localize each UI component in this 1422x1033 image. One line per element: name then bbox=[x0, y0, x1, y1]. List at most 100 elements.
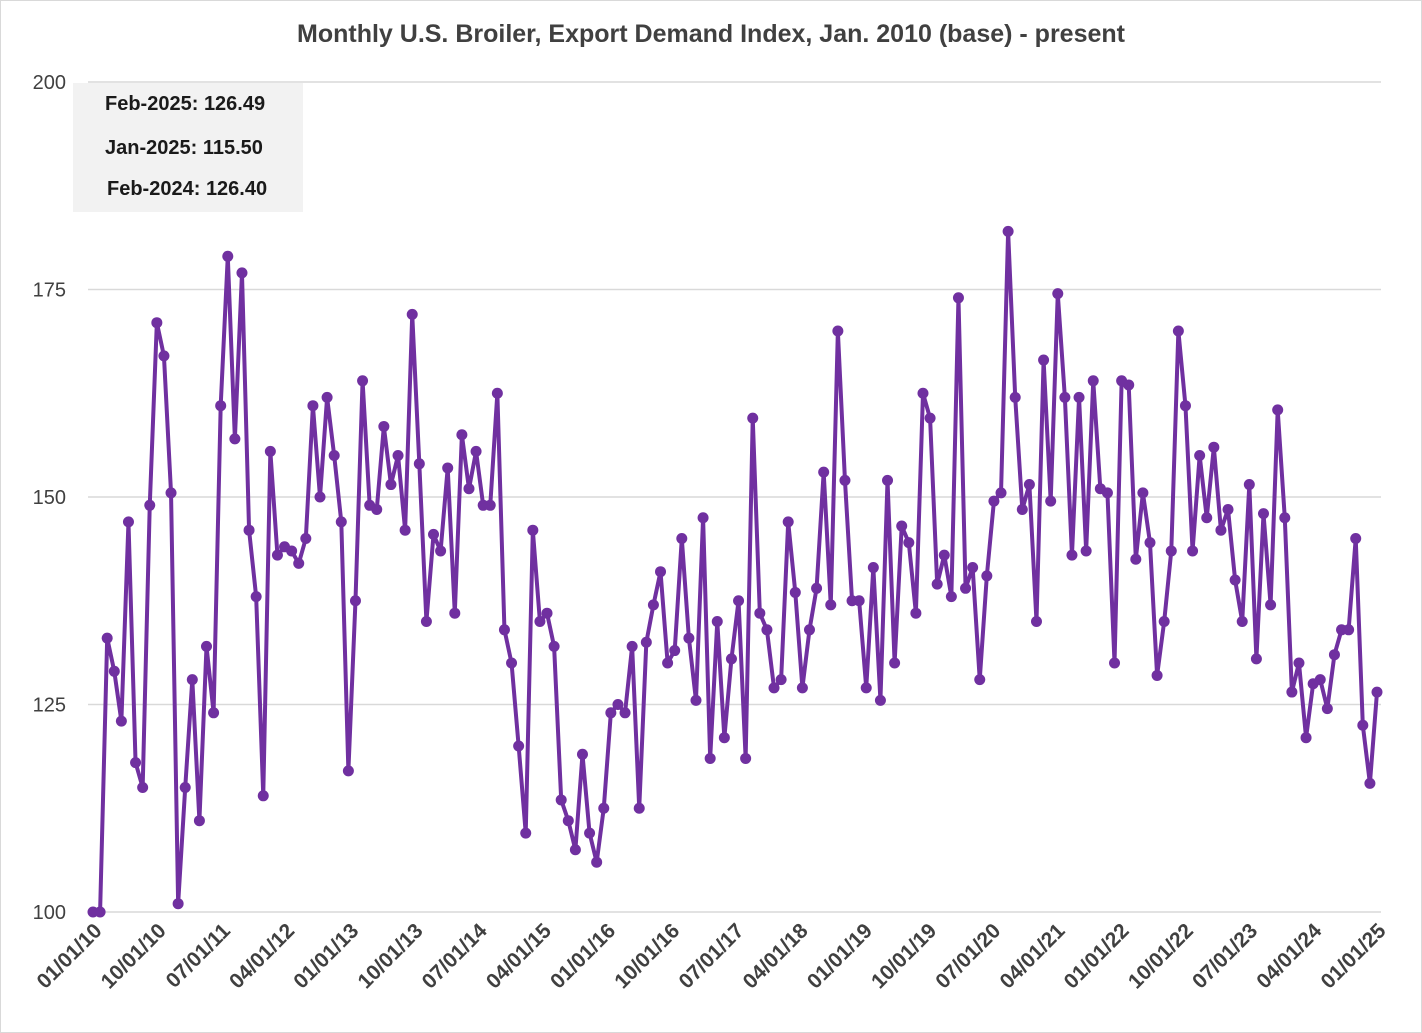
chart-title: Monthly U.S. Broiler, Export Demand Inde… bbox=[297, 20, 1125, 48]
data-point bbox=[293, 557, 305, 569]
data-point bbox=[179, 782, 191, 793]
data-point bbox=[1101, 487, 1113, 499]
latest-values-box: Feb-2025: 126.49 Jan-2025: 115.50 Feb-20… bbox=[73, 83, 303, 212]
data-point bbox=[1328, 649, 1340, 661]
data-point bbox=[896, 520, 908, 532]
data-point bbox=[747, 412, 759, 424]
data-point bbox=[938, 549, 950, 561]
data-point bbox=[612, 699, 624, 710]
data-point bbox=[754, 607, 766, 619]
data-point bbox=[711, 616, 723, 627]
data-point bbox=[1137, 487, 1149, 499]
data-point bbox=[924, 412, 936, 424]
data-point bbox=[94, 906, 106, 918]
y-tick-label: 125 bbox=[33, 695, 66, 717]
data-point bbox=[435, 545, 447, 557]
data-point bbox=[1087, 375, 1099, 387]
data-point bbox=[385, 479, 397, 491]
data-point bbox=[584, 827, 596, 839]
data-point bbox=[882, 474, 894, 486]
x-tick-label: 10/01/13 bbox=[353, 919, 427, 993]
data-point bbox=[832, 325, 844, 337]
data-point bbox=[626, 640, 638, 652]
data-point bbox=[569, 844, 581, 856]
data-point bbox=[1286, 686, 1298, 698]
data-point bbox=[1023, 479, 1035, 491]
data-point bbox=[1045, 495, 1057, 507]
x-tick-label: 01/01/10 bbox=[32, 919, 106, 993]
data-point bbox=[825, 599, 837, 611]
data-point bbox=[470, 445, 482, 457]
data-point bbox=[1243, 479, 1255, 491]
data-point bbox=[931, 578, 943, 590]
data-point bbox=[108, 665, 120, 677]
data-point bbox=[101, 632, 113, 644]
data-point bbox=[1343, 624, 1355, 636]
data-point bbox=[335, 516, 347, 528]
y-tick-label: 100 bbox=[33, 902, 66, 924]
data-point bbox=[725, 653, 737, 665]
data-point bbox=[413, 458, 425, 470]
callout-value: 126.40 bbox=[205, 178, 268, 200]
data-point bbox=[527, 524, 539, 536]
data-point bbox=[1030, 616, 1042, 627]
callout-feb-2024: Feb-2024: 126.40 bbox=[107, 178, 267, 201]
callout-jan-2025: Jan-2025: 115.50 bbox=[105, 137, 263, 160]
callout-feb-2025: Feb-2025: 126.49 bbox=[105, 93, 265, 116]
data-point bbox=[562, 815, 574, 827]
data-point bbox=[1038, 354, 1050, 366]
data-point bbox=[853, 595, 865, 607]
data-point bbox=[172, 898, 184, 910]
data-point bbox=[619, 707, 631, 719]
data-point bbox=[605, 707, 617, 719]
x-tick-label: 07/01/17 bbox=[674, 919, 748, 993]
y-tick-label: 200 bbox=[33, 72, 66, 94]
data-point bbox=[555, 794, 567, 806]
data-point bbox=[1123, 379, 1135, 391]
data-point bbox=[286, 545, 298, 557]
data-point bbox=[669, 645, 681, 657]
data-point bbox=[903, 537, 915, 549]
data-point bbox=[733, 595, 745, 607]
data-point bbox=[399, 524, 411, 536]
data-point bbox=[271, 549, 283, 561]
data-point bbox=[1144, 537, 1156, 549]
data-point bbox=[704, 752, 716, 764]
data-point bbox=[349, 595, 361, 607]
data-point bbox=[796, 682, 808, 694]
gridlines bbox=[88, 81, 1381, 913]
data-point bbox=[676, 533, 688, 544]
callout-label: Feb-2024: bbox=[107, 178, 201, 200]
data-point bbox=[1321, 703, 1333, 715]
data-point bbox=[697, 512, 709, 524]
data-point bbox=[1158, 616, 1170, 627]
data-point bbox=[1080, 545, 1092, 557]
data-point bbox=[186, 674, 198, 686]
data-point bbox=[647, 599, 659, 611]
x-tick-label: 04/01/15 bbox=[482, 919, 556, 993]
data-point bbox=[215, 400, 227, 412]
data-point bbox=[1215, 524, 1227, 536]
data-point bbox=[137, 782, 149, 793]
data-point bbox=[789, 586, 801, 598]
data-point bbox=[201, 640, 213, 652]
x-tick-label: 07/01/11 bbox=[162, 919, 235, 992]
x-tick-label: 10/01/19 bbox=[867, 919, 941, 993]
data-point bbox=[867, 562, 879, 574]
data-point bbox=[144, 499, 156, 511]
data-point bbox=[952, 292, 964, 304]
data-point bbox=[839, 474, 851, 486]
data-point bbox=[314, 491, 326, 503]
x-tick-label: 07/01/20 bbox=[931, 919, 1005, 993]
data-point bbox=[1371, 686, 1383, 698]
data-point bbox=[1208, 441, 1220, 453]
y-axis-ticks: 100 125 150 175 200 bbox=[33, 72, 66, 924]
data-point bbox=[420, 616, 432, 627]
data-point bbox=[1172, 325, 1184, 337]
data-point bbox=[506, 657, 518, 669]
data-point bbox=[243, 524, 255, 536]
data-point bbox=[740, 752, 752, 764]
data-point bbox=[1279, 512, 1291, 524]
data-point bbox=[498, 624, 510, 636]
